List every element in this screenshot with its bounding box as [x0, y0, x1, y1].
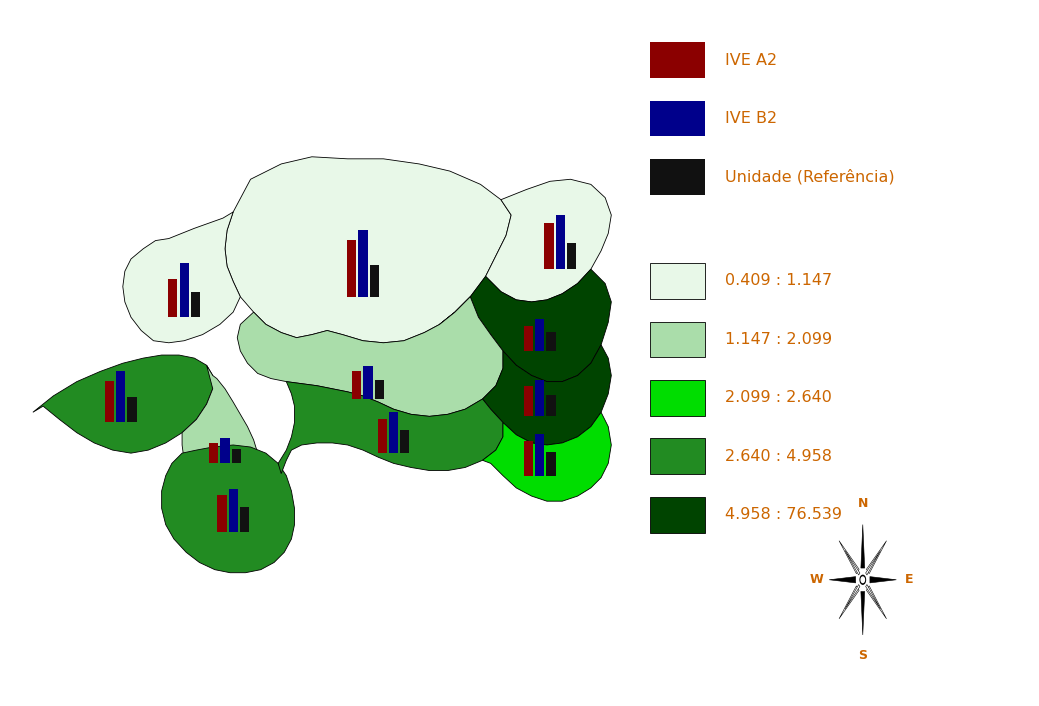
Bar: [358, 230, 368, 297]
Text: S: S: [858, 650, 868, 662]
Text: E: E: [905, 573, 913, 586]
Bar: [389, 412, 398, 453]
Polygon shape: [870, 577, 897, 583]
Bar: [535, 380, 544, 417]
Text: 2.640 : 4.958: 2.640 : 4.958: [724, 449, 831, 464]
Bar: [128, 397, 136, 422]
Bar: [567, 243, 576, 269]
Bar: [649, 263, 704, 299]
Text: 2.099 : 2.640: 2.099 : 2.640: [724, 390, 831, 405]
Bar: [352, 371, 362, 399]
Bar: [544, 222, 554, 269]
Bar: [217, 496, 227, 532]
Polygon shape: [845, 551, 860, 575]
Bar: [232, 449, 241, 463]
Bar: [180, 263, 189, 317]
Polygon shape: [482, 412, 611, 501]
Text: IVE B2: IVE B2: [724, 111, 777, 126]
Bar: [347, 240, 356, 297]
Bar: [370, 265, 379, 297]
Text: W: W: [809, 573, 823, 586]
Bar: [649, 321, 704, 357]
Text: 0.409 : 1.147: 0.409 : 1.147: [724, 273, 832, 289]
Polygon shape: [485, 179, 611, 302]
Bar: [378, 419, 387, 453]
Circle shape: [861, 577, 864, 582]
Polygon shape: [829, 577, 856, 583]
Polygon shape: [33, 355, 213, 453]
Bar: [209, 443, 218, 463]
Bar: [116, 371, 126, 422]
Polygon shape: [482, 345, 611, 445]
Bar: [649, 380, 704, 416]
Polygon shape: [225, 157, 511, 343]
Polygon shape: [865, 585, 881, 609]
Bar: [535, 434, 544, 476]
Bar: [649, 101, 704, 136]
Text: Unidade (Referência): Unidade (Referência): [724, 169, 895, 185]
Bar: [220, 438, 230, 463]
Bar: [240, 507, 249, 532]
Bar: [105, 381, 114, 422]
Polygon shape: [867, 586, 886, 618]
Polygon shape: [861, 525, 864, 568]
Polygon shape: [237, 297, 503, 417]
Bar: [168, 279, 178, 317]
Bar: [524, 325, 533, 351]
Bar: [524, 386, 533, 417]
Bar: [364, 366, 373, 399]
Polygon shape: [867, 541, 886, 574]
Polygon shape: [840, 586, 859, 618]
Bar: [547, 395, 556, 417]
Bar: [229, 489, 238, 532]
Bar: [191, 292, 199, 317]
Polygon shape: [439, 269, 611, 382]
Polygon shape: [861, 592, 864, 635]
Text: 4.958 : 76.539: 4.958 : 76.539: [724, 508, 842, 522]
Bar: [547, 453, 556, 476]
Bar: [649, 159, 704, 195]
Polygon shape: [278, 382, 503, 474]
Polygon shape: [840, 541, 859, 574]
Polygon shape: [162, 445, 294, 573]
Text: N: N: [857, 497, 868, 510]
Text: 1.147 : 2.099: 1.147 : 2.099: [724, 332, 832, 347]
Polygon shape: [845, 585, 860, 609]
Polygon shape: [182, 365, 258, 496]
Bar: [649, 438, 704, 474]
Circle shape: [860, 575, 865, 584]
Bar: [649, 497, 704, 532]
Bar: [556, 215, 565, 269]
Bar: [524, 441, 533, 476]
Bar: [400, 430, 409, 453]
Text: IVE A2: IVE A2: [724, 53, 777, 68]
Polygon shape: [123, 212, 240, 343]
Polygon shape: [865, 551, 881, 575]
Bar: [375, 381, 384, 399]
Bar: [535, 319, 544, 351]
Bar: [649, 42, 704, 78]
Bar: [547, 333, 556, 351]
